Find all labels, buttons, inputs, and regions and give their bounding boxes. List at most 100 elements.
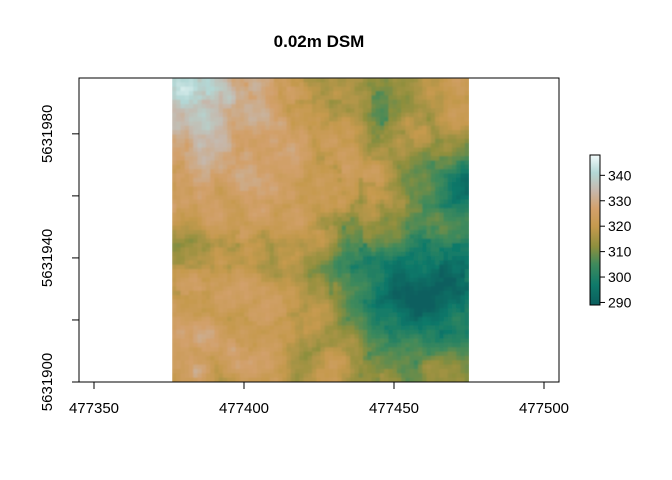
raster-cell <box>418 203 423 209</box>
raster-cell <box>447 186 453 192</box>
raster-cell <box>345 86 351 92</box>
raster-cell <box>312 299 317 305</box>
raster-cell <box>210 234 216 240</box>
raster-cell <box>375 208 381 214</box>
raster-cell <box>379 143 385 149</box>
raster-cell <box>244 216 249 222</box>
raster-cell <box>354 290 360 296</box>
raster-cell <box>405 338 411 344</box>
raster-cell <box>312 256 317 261</box>
raster-cell <box>367 308 373 314</box>
raster-cell <box>299 299 305 305</box>
raster-cell <box>218 329 224 335</box>
raster-cell <box>188 303 194 309</box>
raster-cell <box>430 325 436 331</box>
raster-cell <box>439 308 445 314</box>
raster-cell <box>409 112 415 118</box>
raster-cell <box>244 82 249 88</box>
raster-cell <box>222 173 228 179</box>
raster-cell <box>401 290 406 296</box>
raster-cell <box>299 208 305 214</box>
raster-cell <box>464 342 469 348</box>
raster-cell <box>328 108 334 114</box>
raster-cell <box>188 221 194 227</box>
raster-cell <box>320 351 326 357</box>
raster-cell <box>320 290 326 296</box>
raster-cell <box>392 264 398 270</box>
raster-cell <box>210 121 216 127</box>
raster-cell <box>307 169 313 175</box>
raster-cell <box>384 256 389 261</box>
raster-cell <box>286 160 292 166</box>
raster-cell <box>447 177 453 183</box>
raster-cell <box>409 264 415 270</box>
raster-cell <box>239 282 245 288</box>
raster-cell <box>299 121 305 127</box>
raster-cell <box>172 190 177 196</box>
raster-cell <box>422 108 428 114</box>
raster-cell <box>396 260 402 266</box>
raster-cell <box>401 355 406 361</box>
raster-cell <box>282 186 288 192</box>
raster-cell <box>456 225 462 231</box>
raster-cell <box>392 238 398 244</box>
raster-cell <box>418 308 423 314</box>
raster-cell <box>379 325 385 331</box>
raster-cell <box>227 334 232 340</box>
raster-cell <box>430 212 436 218</box>
raster-cell <box>176 282 182 288</box>
raster-cell <box>172 273 177 279</box>
raster-cell <box>430 91 436 96</box>
raster-cell <box>430 164 436 170</box>
raster-cell <box>312 234 317 240</box>
raster-cell <box>350 368 356 374</box>
raster-cell <box>256 334 262 340</box>
raster-cell <box>269 334 275 340</box>
raster-cell <box>418 355 423 361</box>
raster-cell <box>388 212 394 218</box>
raster-cell <box>248 312 254 318</box>
raster-cell <box>184 104 190 109</box>
raster-cell <box>418 208 423 214</box>
raster-cell <box>447 342 453 348</box>
raster-cell <box>388 347 394 353</box>
raster-cell <box>172 121 177 127</box>
raster-cell <box>341 351 347 357</box>
raster-cell <box>384 156 389 162</box>
raster-cell <box>269 377 275 382</box>
raster-cell <box>405 329 411 335</box>
raster-cell <box>269 82 275 88</box>
raster-cell <box>188 299 194 305</box>
raster-cell <box>426 230 432 235</box>
raster-cell <box>447 82 453 88</box>
raster-cell <box>205 260 211 266</box>
raster-cell <box>430 347 436 353</box>
raster-cell <box>180 260 186 266</box>
raster-cell <box>278 312 283 318</box>
raster-cell <box>401 82 406 88</box>
raster-cell <box>218 160 224 166</box>
raster-cell <box>278 143 283 149</box>
raster-cell <box>409 351 415 357</box>
raster-cell <box>244 130 249 136</box>
raster-cell <box>197 208 203 214</box>
raster-cell <box>252 334 258 340</box>
raster-cell <box>409 143 415 149</box>
raster-cell <box>435 190 440 196</box>
raster-cell <box>218 117 224 123</box>
raster-cell <box>265 282 271 288</box>
raster-cell <box>273 342 279 348</box>
raster-cell <box>418 82 423 88</box>
raster-cell <box>180 243 186 248</box>
raster-cell <box>460 325 466 331</box>
raster-cell <box>362 169 368 175</box>
raster-cell <box>316 325 322 331</box>
raster-cell <box>227 299 232 305</box>
raster-cell <box>176 251 182 257</box>
raster-cell <box>422 295 428 301</box>
raster-cell <box>256 95 262 101</box>
raster-cell <box>354 221 360 227</box>
raster-cell <box>222 334 228 340</box>
raster-cell <box>201 108 207 114</box>
raster-cell <box>388 164 394 170</box>
